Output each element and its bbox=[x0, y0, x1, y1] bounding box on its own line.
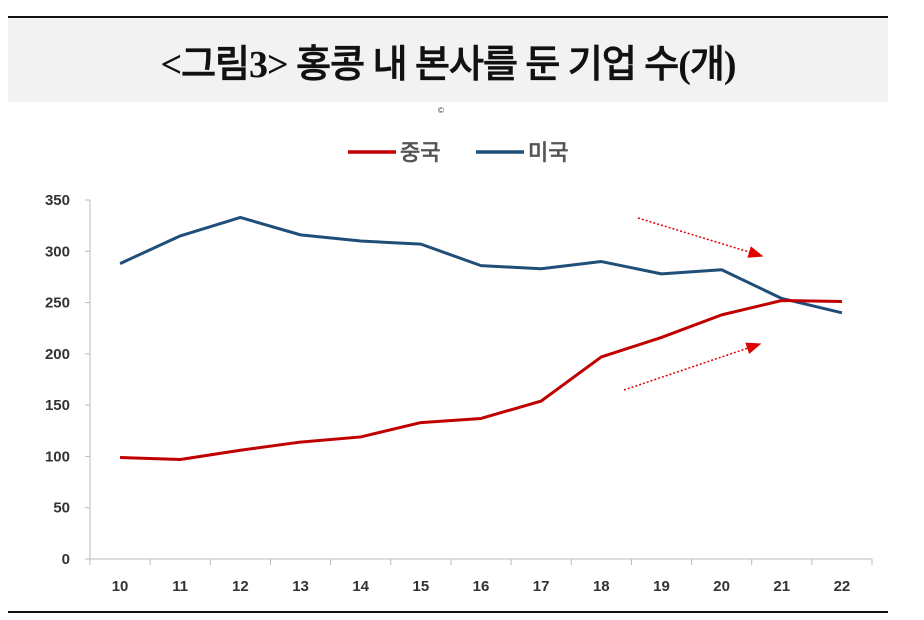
trend-arrow-down bbox=[637, 217, 764, 258]
x-tick-label: 14 bbox=[352, 578, 369, 595]
x-tick-label: 19 bbox=[653, 578, 670, 595]
legend-label: 중국 bbox=[400, 140, 440, 165]
x-tick-label: 16 bbox=[473, 578, 490, 595]
y-tick-label: 200 bbox=[45, 346, 70, 363]
copyright-mark: © bbox=[438, 106, 444, 115]
series-line-중국 bbox=[120, 299, 842, 462]
y-tick-label: 350 bbox=[45, 192, 70, 209]
y-tick-label: 50 bbox=[53, 500, 70, 517]
x-tick-label: 20 bbox=[713, 578, 730, 595]
x-tick-label: 10 bbox=[112, 578, 129, 595]
x-tick-label: 13 bbox=[292, 578, 309, 595]
x-tick-label: 18 bbox=[593, 578, 610, 595]
series-line-미국 bbox=[119, 215, 843, 315]
y-tick-label: 300 bbox=[45, 243, 70, 260]
trend-arrow-up bbox=[623, 342, 762, 391]
y-tick-label: 100 bbox=[45, 448, 70, 465]
chart-title: <그림3> 홍콩 내 본사를 둔 기업 수(개) bbox=[160, 43, 736, 86]
x-tick-label: 11 bbox=[172, 578, 188, 595]
y-tick-label: 250 bbox=[45, 295, 70, 312]
y-tick-label: 150 bbox=[45, 397, 70, 414]
x-tick-label: 22 bbox=[834, 578, 851, 595]
top-rule bbox=[8, 16, 888, 18]
x-tick-label: 21 bbox=[773, 578, 790, 595]
x-tick-label: 12 bbox=[232, 578, 249, 595]
legend-label: 미국 bbox=[528, 140, 568, 165]
title-bar: <그림3> 홍콩 내 본사를 둔 기업 수(개) bbox=[8, 18, 888, 102]
bottom-rule bbox=[8, 611, 888, 613]
x-tick-label: 15 bbox=[413, 578, 430, 595]
x-tick-label: 17 bbox=[533, 578, 550, 595]
y-tick-label: 0 bbox=[62, 551, 70, 568]
